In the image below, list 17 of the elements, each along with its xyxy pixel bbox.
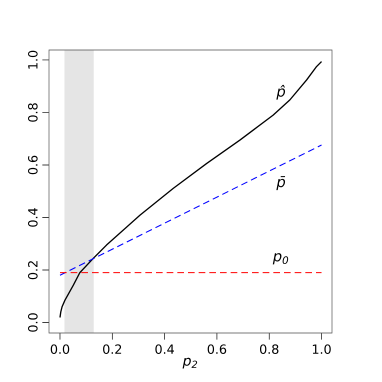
x-tick-label: 0.8	[260, 344, 278, 354]
y-tick-label: 1.0	[28, 50, 38, 69]
x-tick-label: 0.4	[155, 344, 174, 354]
x-tick-label: 1.0	[312, 344, 331, 354]
y-tick-label: 0.0	[28, 313, 38, 332]
line-series	[59, 60, 322, 318]
x-tick-label: 0.2	[103, 344, 122, 354]
x-tick-label: 0.6	[208, 344, 226, 354]
y-tick-label: 0.8	[28, 103, 38, 122]
series-label: p̄	[276, 176, 286, 190]
y-tick-label: 0.2	[28, 261, 38, 280]
series-label: p$_{0}$	[272, 253, 288, 264]
y-tick-label: 0.4	[28, 208, 38, 227]
series-label: p̂	[276, 84, 286, 100]
y-tick-label: 0.6	[28, 156, 38, 174]
x-tick-label: 0.0	[50, 344, 70, 354]
x-axis-title: p$_{2}$	[182, 358, 198, 369]
